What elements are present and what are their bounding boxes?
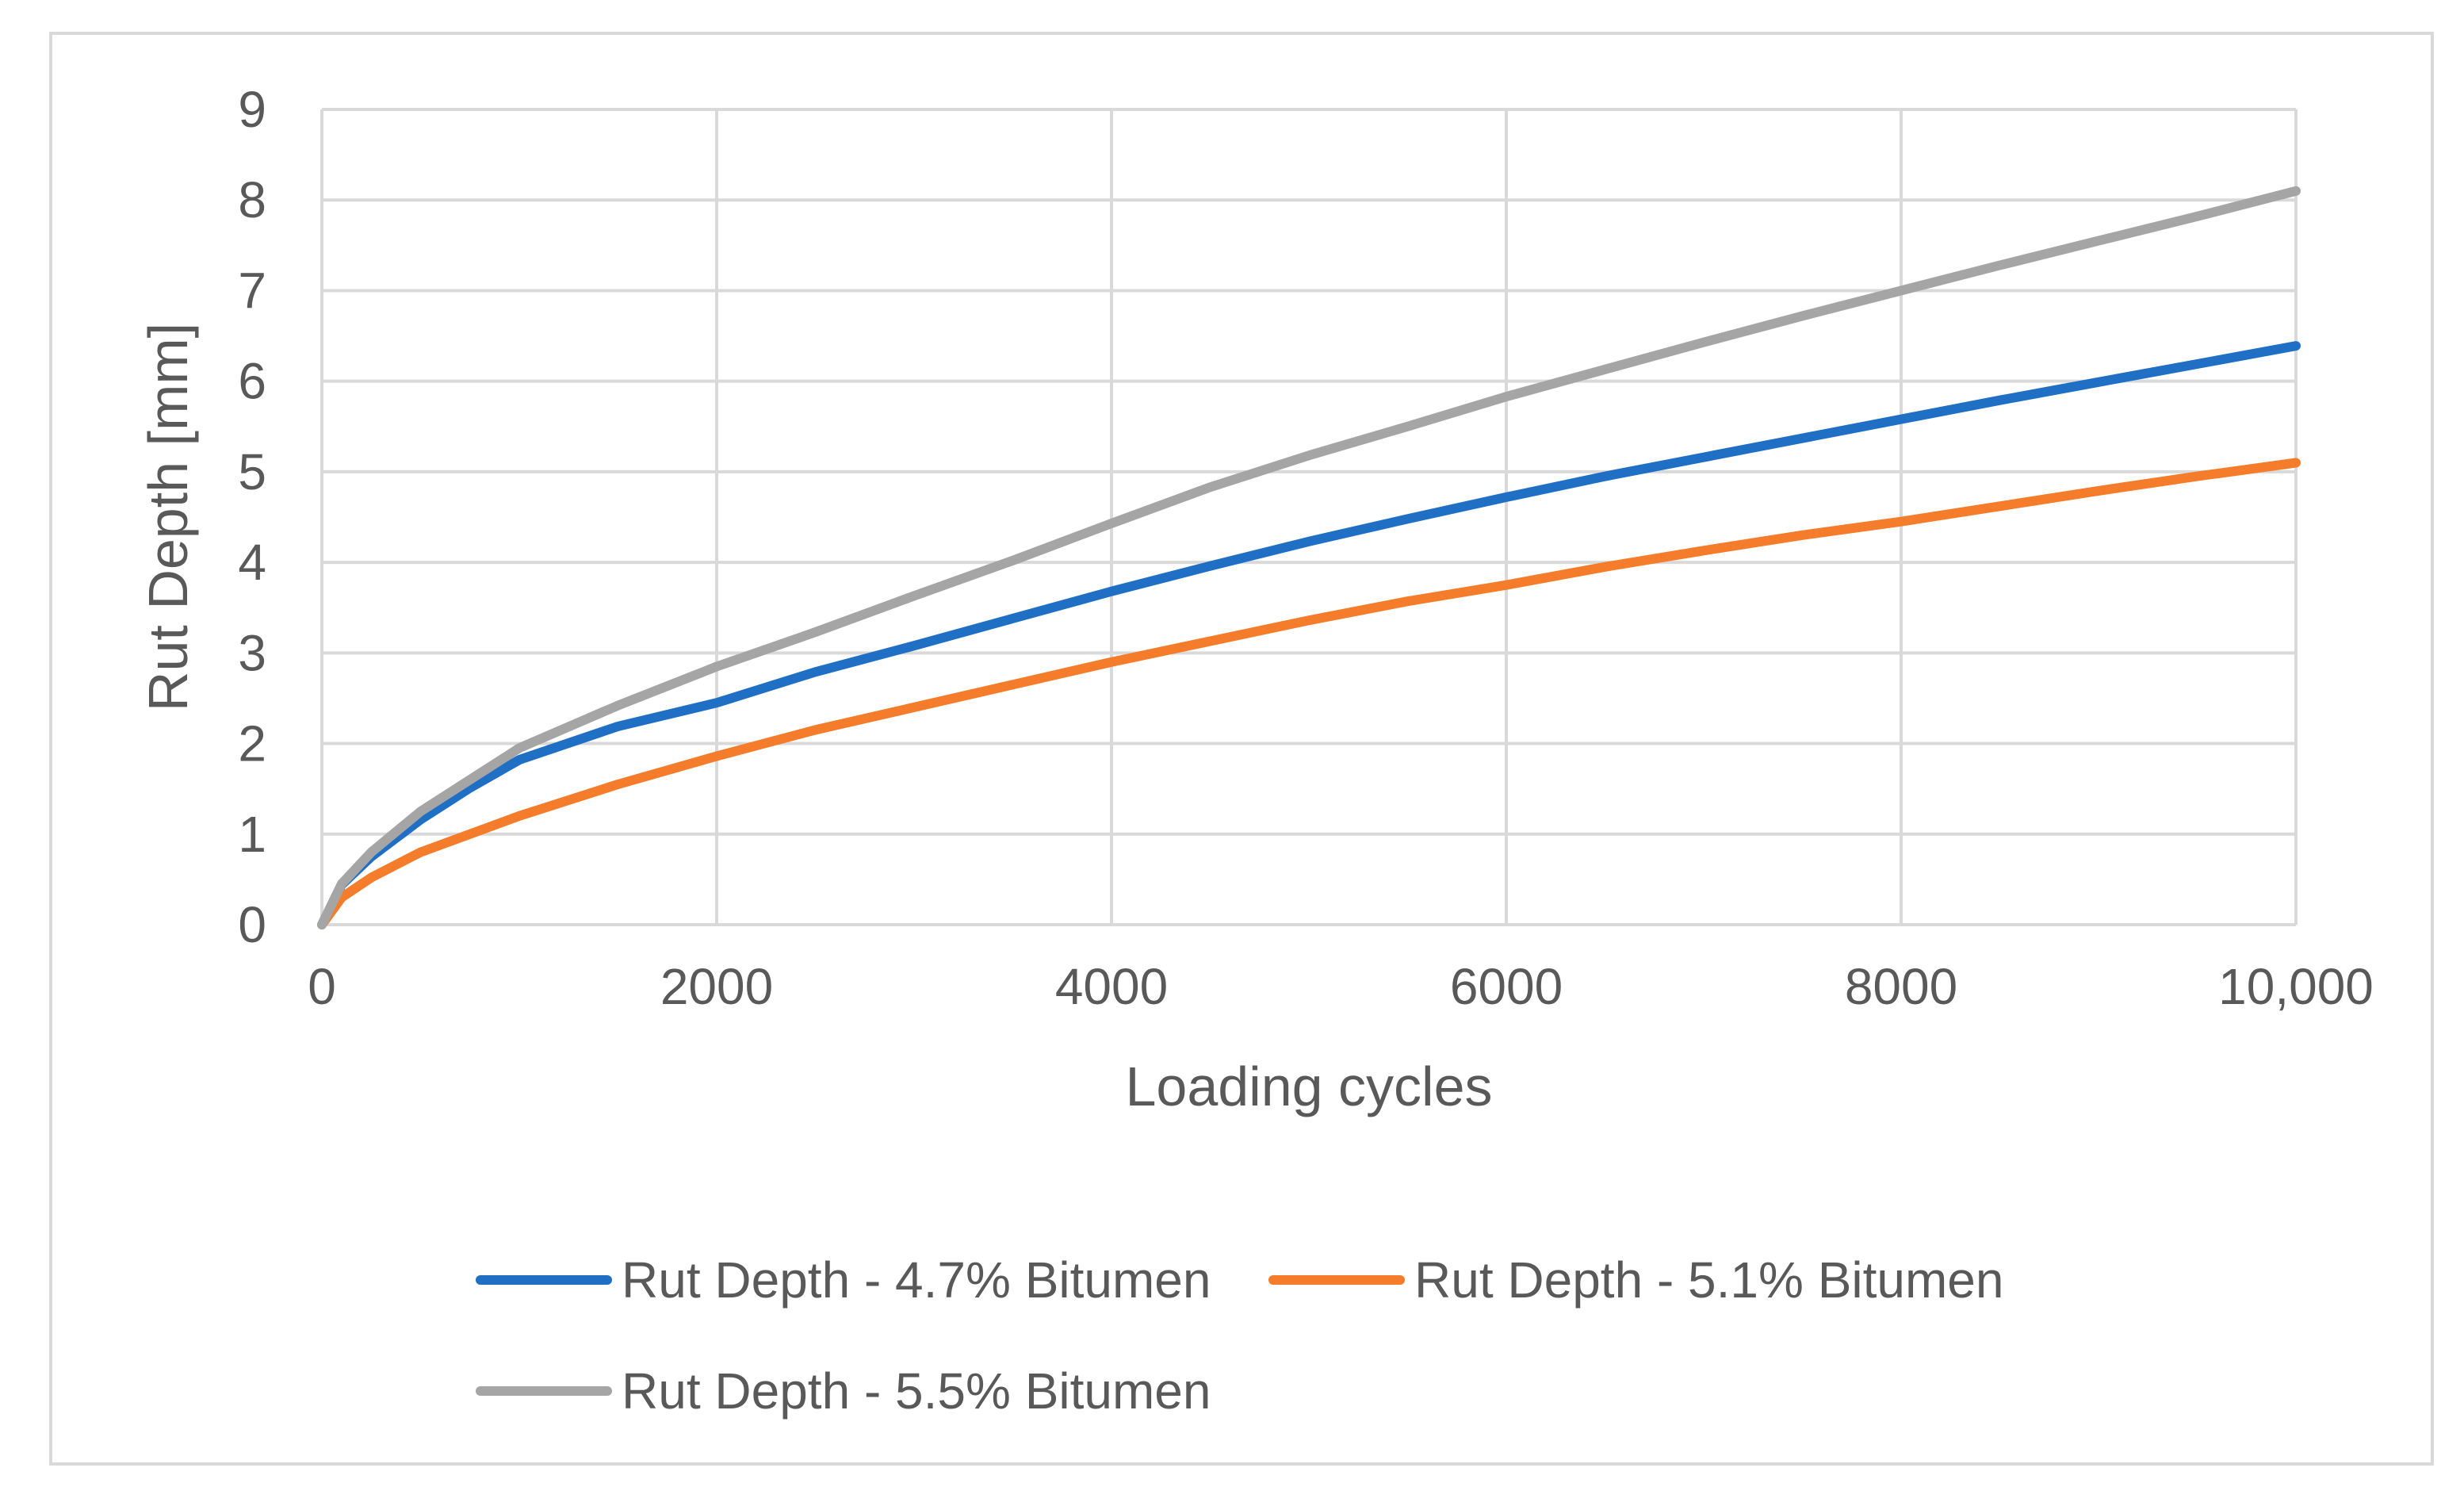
- x-tick-label: 8000: [1845, 958, 1957, 1015]
- y-tick-label: 2: [238, 715, 266, 772]
- y-tick-label: 5: [238, 443, 266, 500]
- x-tick-label: 0: [308, 958, 336, 1015]
- y-tick-label: 4: [238, 534, 266, 591]
- y-axis-title: Rut Depth [mm]: [137, 323, 199, 711]
- legend: Rut Depth - 4.7% Bitumen Rut Depth - 5.1%…: [476, 1251, 2003, 1420]
- y-tick-label: 0: [238, 896, 266, 953]
- y-tick-label: 8: [238, 171, 266, 228]
- x-tick-label: 4000: [1055, 958, 1168, 1015]
- x-tick-label: 2000: [660, 958, 773, 1015]
- series-line-1: [317, 341, 2301, 929]
- y-tick-label: 3: [238, 624, 266, 681]
- rut-depth-chart: 0 2000 4000 6000 8000 10,000 0 1 2 3 4 5 6 7 8 9 Loadi…: [137, 81, 2374, 1420]
- legend-label-3: Rut Depth - 5.5% Bitumen: [622, 1362, 1211, 1420]
- legend-label-2: Rut Depth - 5.1% Bitumen: [1414, 1251, 2003, 1309]
- y-tick-label: 7: [238, 262, 266, 319]
- series-line-2: [317, 458, 2301, 929]
- x-axis-title: Loading cycles: [1125, 1056, 1492, 1117]
- y-tick-label: 6: [238, 353, 266, 410]
- x-tick-label: 6000: [1450, 958, 1563, 1015]
- chart-frame: 0 2000 4000 6000 8000 10,000 0 1 2 3 4 5 6 7 8 9 Loadi…: [49, 32, 2434, 1466]
- x-tick-labels: 0 2000 4000 6000 8000 10,000: [308, 958, 2374, 1015]
- series-line-3: [317, 186, 2301, 929]
- y-tick-label: 1: [238, 806, 266, 863]
- y-tick-labels: 0 1 2 3 4 5 6 7 8 9: [238, 81, 266, 953]
- y-tick-label: 9: [238, 81, 266, 138]
- x-tick-label: 10,000: [2218, 958, 2374, 1015]
- series-lines: [317, 186, 2301, 929]
- grid-lines: [320, 108, 2298, 926]
- legend-label-1: Rut Depth - 4.7% Bitumen: [622, 1251, 1211, 1309]
